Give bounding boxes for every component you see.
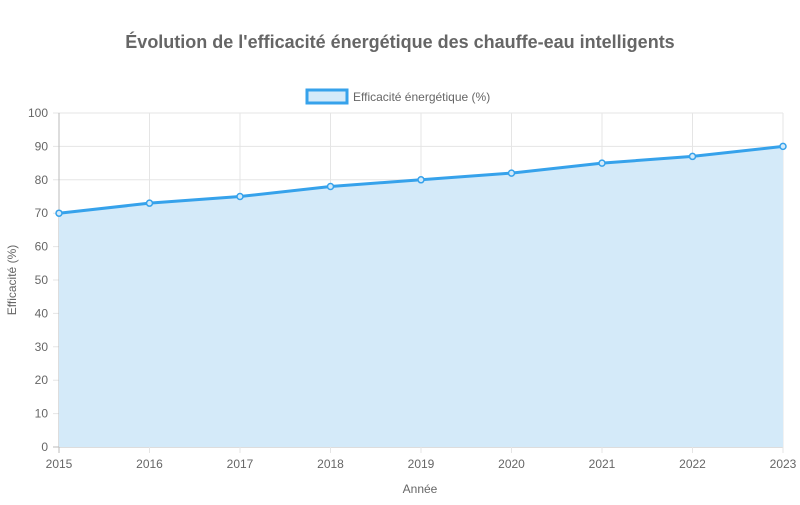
y-axis-label: Efficacité (%)	[5, 245, 19, 315]
chart-title: Évolution de l'efficacité énergétique de…	[125, 31, 674, 52]
data-point	[598, 159, 606, 167]
y-tick-label: 50	[35, 273, 49, 287]
legend-item[interactable]: Efficacité énergétique (%)	[305, 88, 490, 105]
area-fill	[59, 146, 783, 447]
x-tick-label: 2016	[136, 457, 163, 471]
y-tick-label: 80	[35, 173, 49, 187]
y-tick-label: 10	[35, 407, 49, 421]
y-tick-label: 20	[35, 373, 49, 387]
y-tick-label: 0	[41, 440, 48, 454]
data-point	[688, 152, 697, 161]
y-tick-label: 90	[35, 139, 49, 153]
data-point	[507, 169, 516, 177]
y-tick-label: 70	[35, 206, 49, 220]
x-tick-label: 2021	[589, 457, 616, 471]
data-point	[236, 192, 244, 201]
data-point	[55, 209, 63, 217]
y-tick-label: 60	[35, 240, 49, 254]
data-point	[326, 182, 335, 191]
y-tick-label: 40	[35, 306, 49, 320]
data-point	[417, 176, 425, 184]
x-tick-label: 2015	[46, 457, 73, 471]
x-axis-label: Année	[403, 482, 438, 496]
x-tick-label: 2018	[317, 457, 344, 471]
data-point	[145, 199, 154, 207]
y-tick-label: 100	[28, 106, 48, 120]
x-tick-label: 2022	[679, 457, 706, 471]
x-tick-label: 2019	[408, 457, 435, 471]
data-point	[779, 142, 787, 151]
x-tick-label: 2023	[770, 457, 797, 471]
y-tick-label: 30	[35, 340, 49, 354]
x-tick-label: 2020	[498, 457, 525, 471]
legend-swatch	[305, 88, 349, 105]
x-tick-label: 2017	[227, 457, 254, 471]
legend-label: Efficacité énergétique (%)	[353, 90, 490, 104]
